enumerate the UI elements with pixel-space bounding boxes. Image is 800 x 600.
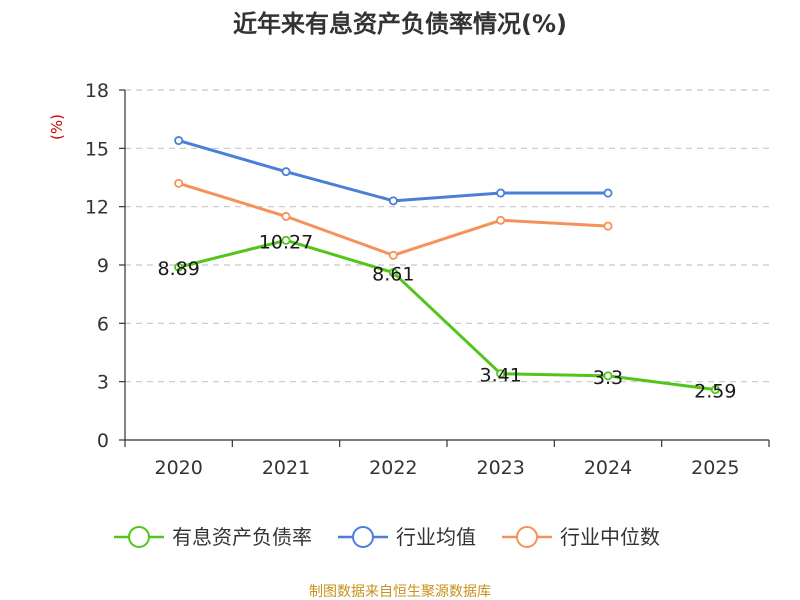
legend-marker	[128, 526, 150, 548]
data-label: 10.27	[259, 231, 313, 253]
legend-item[interactable]: 行业均值	[338, 525, 476, 549]
y-tick-label: 9	[97, 255, 109, 277]
data-label: 3.41	[480, 365, 522, 387]
series-layer	[174, 136, 720, 395]
y-tick-label: 12	[85, 197, 109, 219]
source-note: 制图数据来自恒生聚源数据库	[309, 584, 491, 600]
x-tick-label: 2023	[476, 457, 524, 479]
x-tick-label: 2024	[584, 457, 632, 479]
x-tick-label: 2025	[691, 457, 739, 479]
legend-marker	[516, 526, 538, 548]
legend[interactable]: 有息资产负债率 行业均值 行业中位数	[114, 525, 660, 549]
data-point	[496, 369, 506, 379]
data-point	[496, 188, 506, 198]
data-labels: 8.89 10.27 8.61 3.41 3.3 2.59	[158, 231, 737, 402]
data-point	[281, 167, 291, 177]
grid	[125, 89, 769, 383]
legend-item[interactable]: 行业中位数	[502, 525, 660, 549]
data-point	[174, 136, 184, 146]
y-tick-label: 3	[97, 372, 109, 394]
chart-title: 近年来有息资产负债率情况(%)	[233, 10, 567, 38]
data-point	[496, 215, 506, 225]
series-line	[178, 139, 608, 203]
data-point	[388, 250, 398, 260]
y-axis-unit: (%)	[48, 114, 66, 140]
legend-item[interactable]: 有息资产负债率	[114, 525, 312, 549]
data-point	[174, 262, 184, 272]
series-line	[178, 238, 716, 392]
data-point	[174, 178, 184, 188]
y-tick-label: 18	[85, 80, 109, 102]
data-point	[388, 268, 398, 278]
legend-label: 行业中位数	[560, 525, 660, 549]
data-label: 3.3	[593, 367, 623, 389]
data-label: 2.59	[694, 381, 736, 403]
data-point	[710, 385, 720, 395]
data-point	[281, 235, 291, 245]
data-point	[388, 196, 398, 206]
legend-marker	[352, 526, 374, 548]
data-point	[603, 221, 613, 231]
legend-label: 有息资产负债率	[172, 525, 312, 549]
x-tick-label: 2021	[262, 457, 310, 479]
data-point	[603, 188, 613, 198]
x-tick-label: 2022	[369, 457, 417, 479]
x-tick-label: 2020	[154, 457, 202, 479]
axes: 0 3 6 9 12 15 18 2020 2021 2022 2023 2024 2025	[85, 80, 770, 479]
data-point	[603, 371, 613, 381]
data-label: 8.89	[158, 258, 200, 280]
data-point	[281, 211, 291, 221]
legend-label: 行业均值	[396, 525, 476, 549]
y-tick-label: 0	[97, 430, 109, 452]
data-label: 8.61	[372, 264, 414, 286]
y-tick-label: 15	[85, 138, 109, 160]
y-tick-label: 6	[97, 313, 109, 335]
